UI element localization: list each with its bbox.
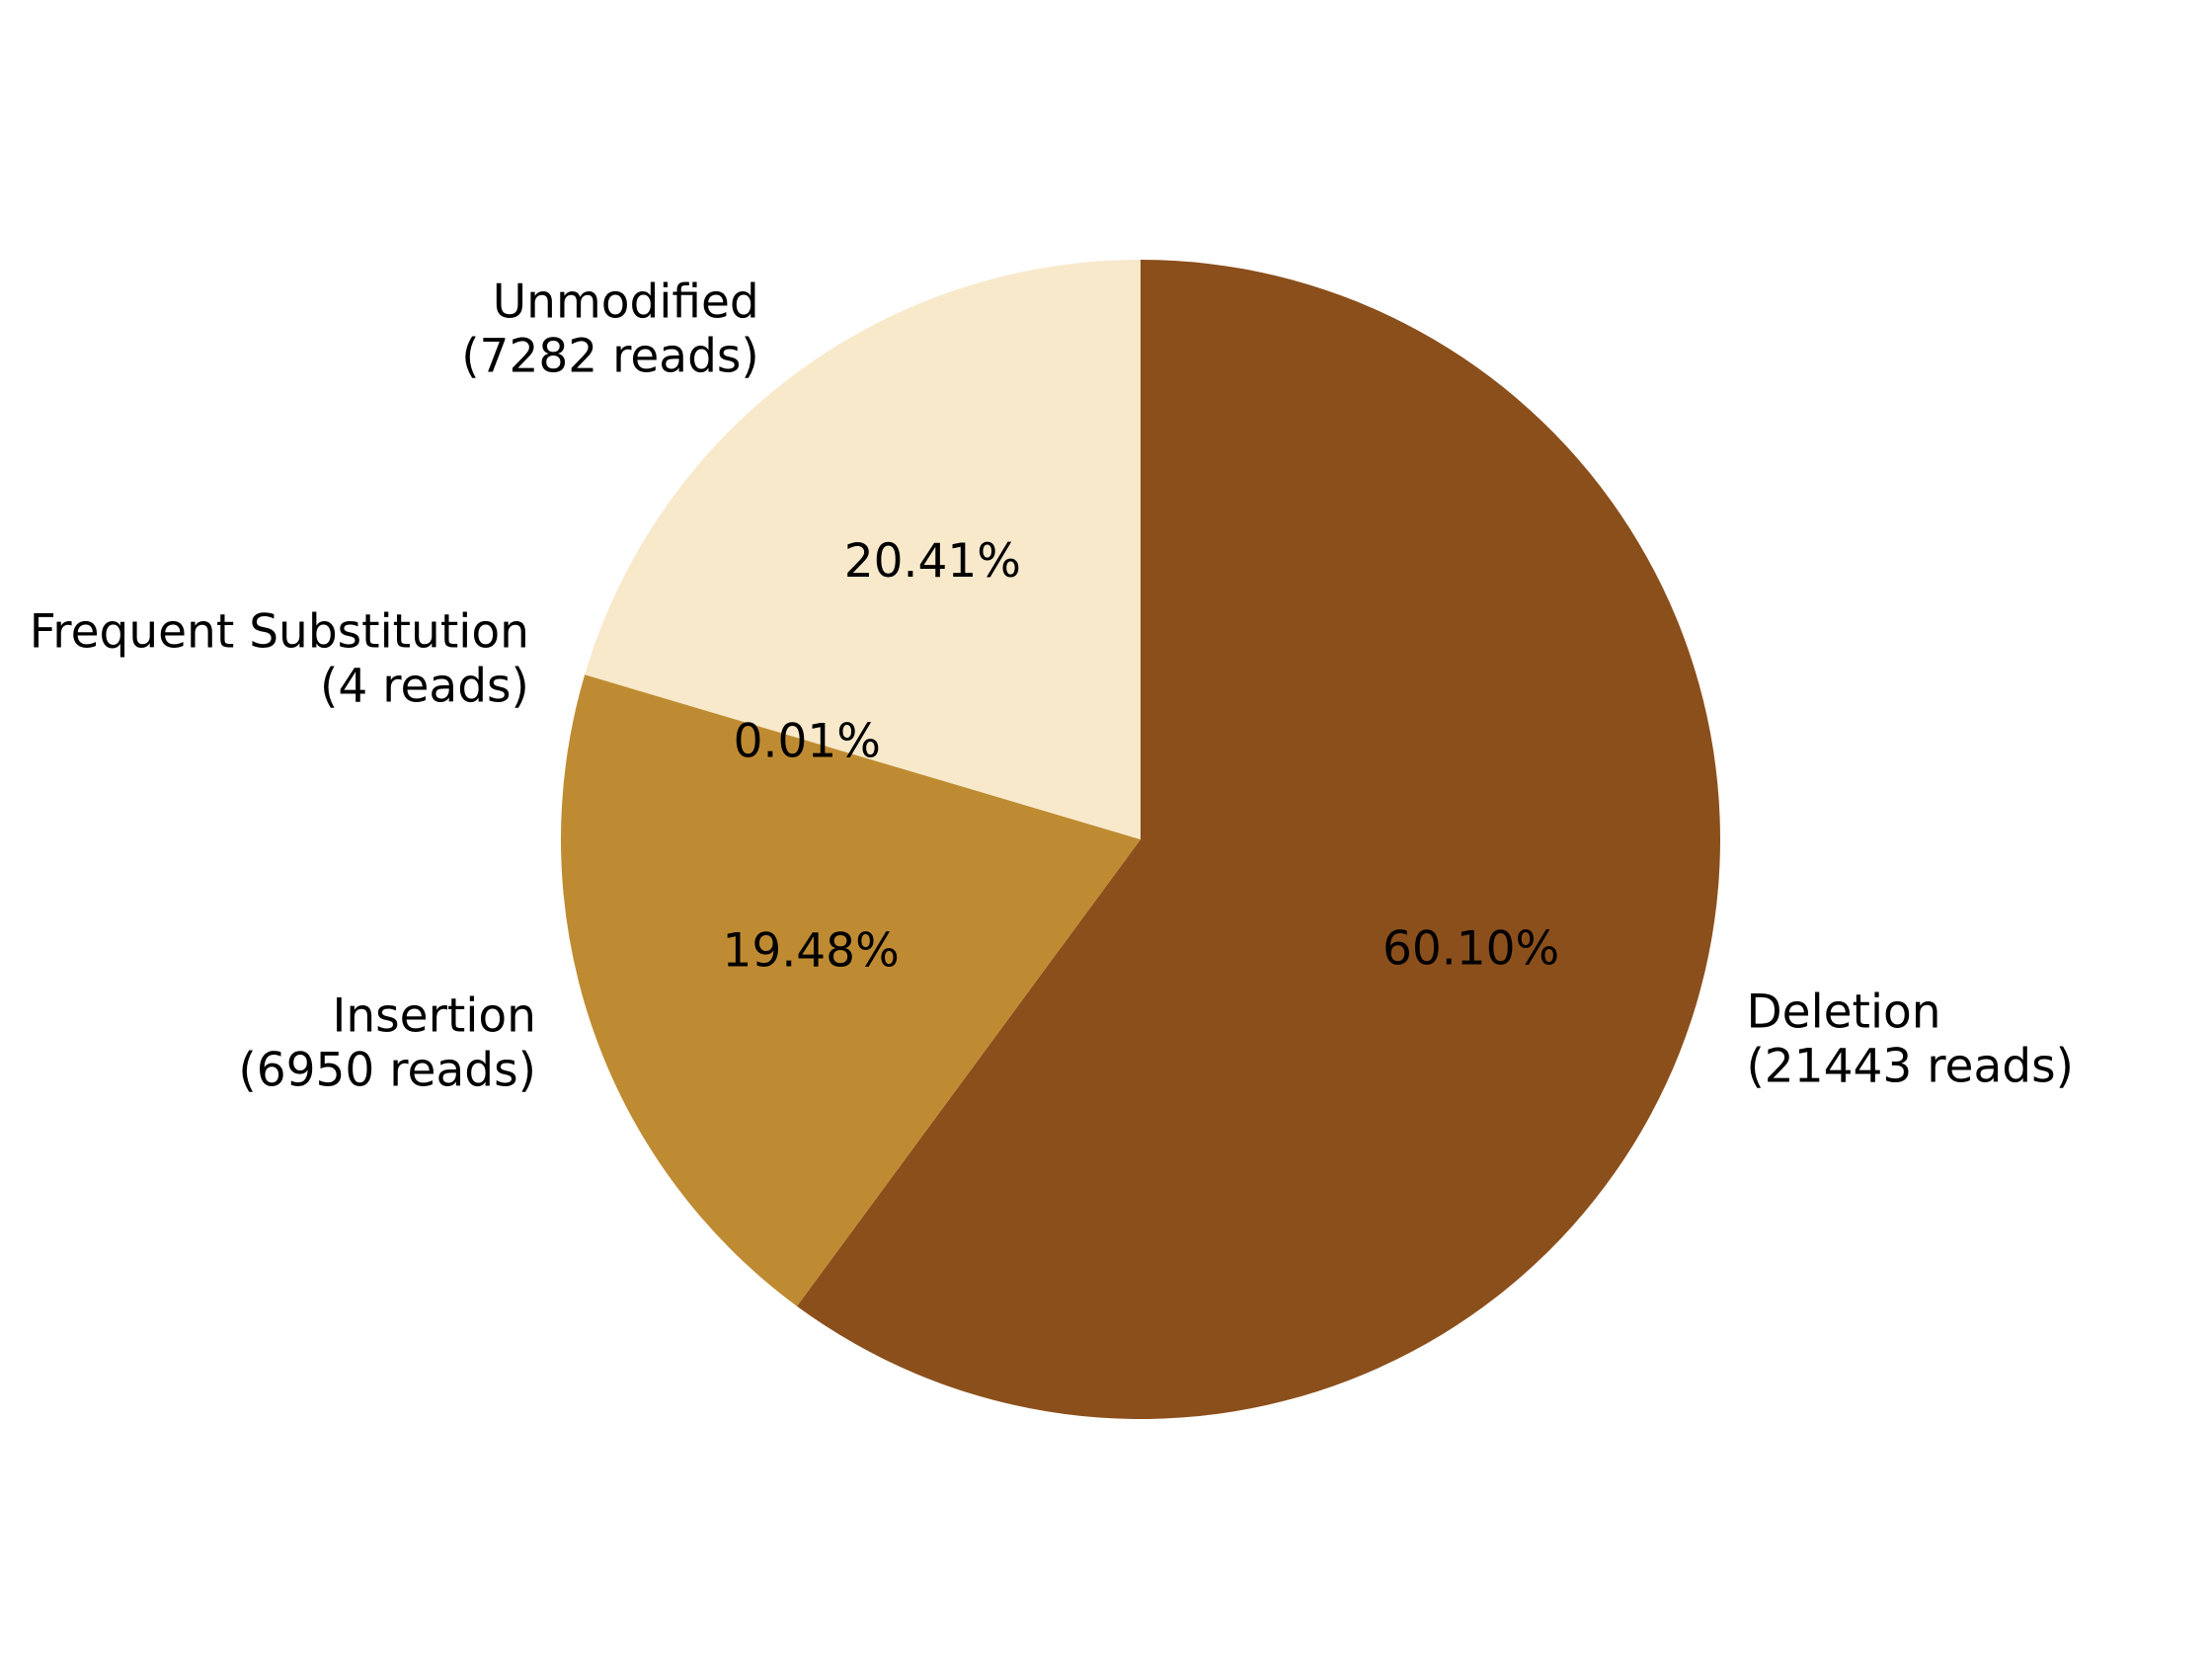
slice-reads-insertion: (6950 reads) (238, 1044, 536, 1098)
slice-name-insertion: Insertion (333, 989, 536, 1044)
slice-reads-deletion: (21443 reads) (1746, 1039, 2073, 1093)
slice-percent-insertion: 19.48% (723, 924, 900, 979)
slice-label-insertion: Insertion(6950 reads) (238, 989, 536, 1098)
slice-label-unmodified: Unmodified(7282 reads) (461, 275, 759, 383)
slice-percent-unmodified: 20.41% (844, 534, 1021, 589)
pie-slice-deletion (796, 260, 1721, 1420)
pie-slice-unmodified (585, 260, 1141, 839)
slice-name-unmodified: Unmodified (493, 275, 759, 329)
slice-name-deletion: Deletion (1746, 985, 1940, 1039)
slice-reads-frequent-substitution: (4 reads) (320, 660, 529, 714)
slice-label-deletion: Deletion(21443 reads) (1746, 985, 2073, 1093)
pie-slice-frequent-substitution (585, 674, 1141, 839)
pie-slice-insertion (560, 674, 1141, 1306)
slice-label-frequent-substitution: Frequent Substitution(4 reads) (30, 605, 529, 714)
slice-percent-frequent-substitution: 0.01% (734, 714, 881, 768)
slice-name-frequent-substitution: Frequent Substitution (30, 605, 529, 660)
slice-percent-deletion: 60.10% (1382, 921, 1559, 976)
slice-reads-unmodified: (7282 reads) (461, 329, 759, 383)
